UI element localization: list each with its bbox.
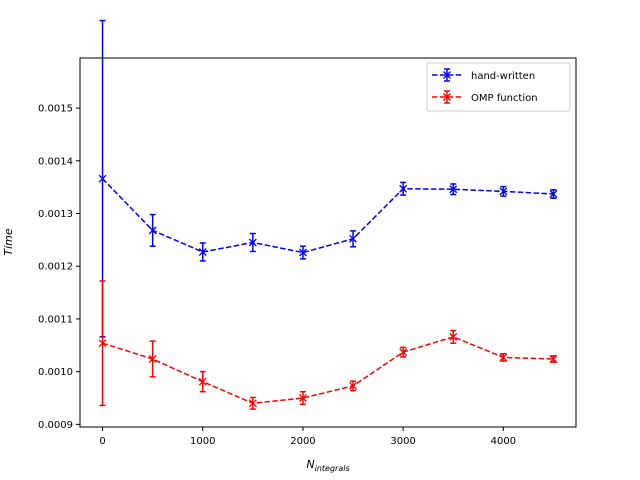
series-line — [102, 178, 554, 254]
legend-handle — [432, 68, 462, 82]
data-point — [248, 238, 257, 247]
legend-label-hand-written: hand-written — [471, 71, 535, 82]
y-tick-label: 0.0015 — [38, 104, 73, 115]
data-point — [148, 355, 157, 363]
data-point — [298, 394, 307, 402]
legend-entries — [432, 68, 462, 104]
data-point — [148, 226, 157, 235]
legend-marker — [443, 93, 451, 101]
x-axis-label: Nintegrals — [306, 458, 349, 473]
data-point — [198, 377, 207, 386]
data-point — [399, 348, 408, 357]
legend-box — [426, 62, 571, 112]
x-tick-label: 3000 — [390, 436, 415, 447]
data-point — [198, 248, 207, 256]
data-point — [499, 353, 508, 362]
x-tick-label: 1000 — [190, 436, 215, 447]
y-tick-label: 0.0010 — [38, 367, 73, 378]
legend-handle — [432, 90, 462, 104]
data-point — [349, 381, 358, 390]
data-point — [248, 399, 257, 408]
legend: hand-written OMP function — [426, 62, 571, 112]
y-tick-label: 0.0014 — [38, 156, 73, 167]
data-point — [98, 174, 107, 183]
data-point — [98, 339, 107, 348]
series-omp-function — [98, 280, 558, 410]
x-axis-label-subscript: integrals — [315, 464, 350, 473]
y-tick-label: 0.0011 — [38, 314, 73, 325]
data-point — [349, 234, 358, 243]
data-point — [499, 187, 508, 196]
series-line — [102, 336, 554, 405]
x-tick-label: 2000 — [290, 436, 315, 447]
x-tick-label: 4000 — [491, 436, 516, 447]
x-tick-label: 0 — [99, 436, 105, 447]
data-point — [449, 185, 458, 194]
legend-marker — [443, 71, 451, 79]
data-point — [549, 190, 558, 198]
data-point — [449, 332, 458, 341]
data-point — [549, 355, 558, 363]
plot-frame — [79, 57, 577, 428]
x-axis-label-main: N — [306, 458, 314, 471]
y-tick-label: 0.0012 — [38, 262, 73, 273]
data-point — [298, 248, 307, 257]
data-point — [399, 184, 408, 193]
y-tick-label: 0.0009 — [38, 420, 73, 431]
y-tick-label: 0.0013 — [38, 209, 73, 220]
legend-label-omp-function: OMP function — [471, 93, 538, 104]
axes-layer: 0 1000 2000 3000 4000 0.0009 0.0010 0.0011 0.001… — [38, 104, 516, 447]
plot-layer — [98, 19, 558, 410]
y-axis-label: Time — [2, 228, 15, 255]
